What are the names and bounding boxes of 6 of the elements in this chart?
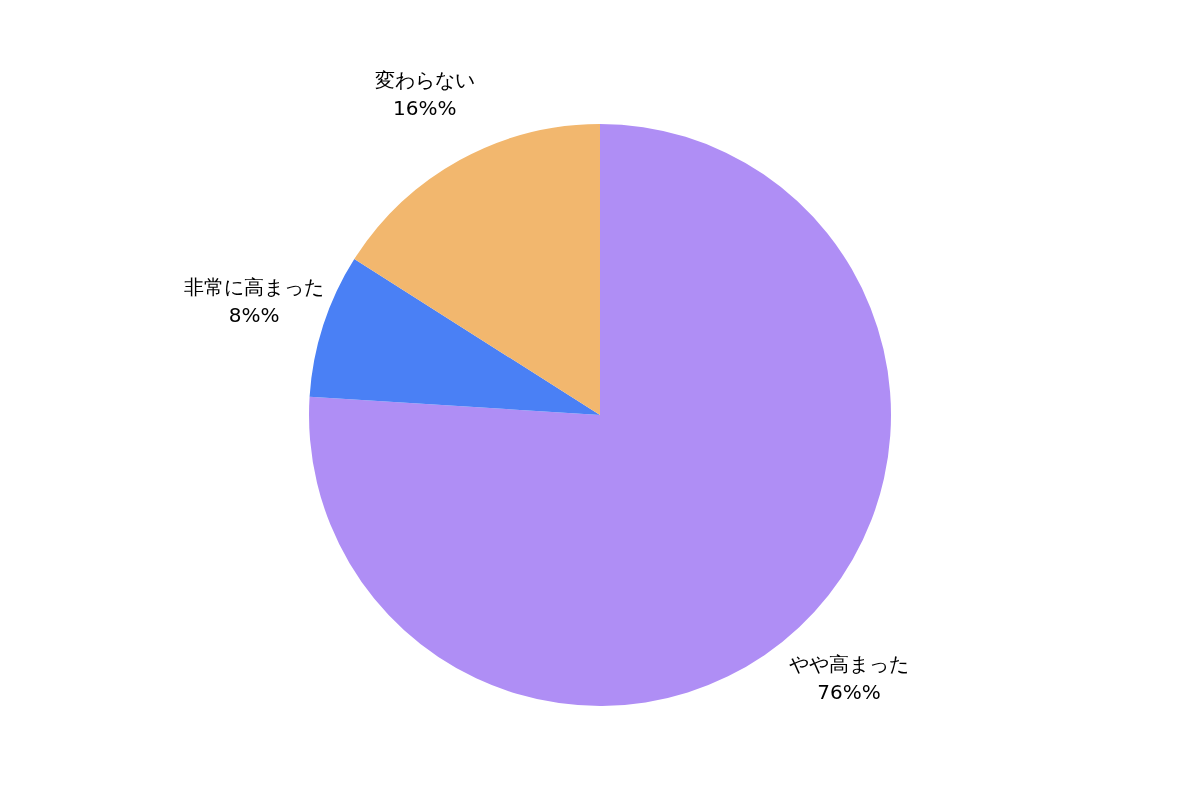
data-label: 8%% xyxy=(228,302,280,327)
data-label: 16%% xyxy=(393,96,457,121)
slice-label: やや高まった xyxy=(789,652,909,677)
slice-label: 非常に高まった xyxy=(184,274,325,299)
slice-label: 変わらない xyxy=(374,68,475,93)
data-label: 76%% xyxy=(817,680,881,705)
